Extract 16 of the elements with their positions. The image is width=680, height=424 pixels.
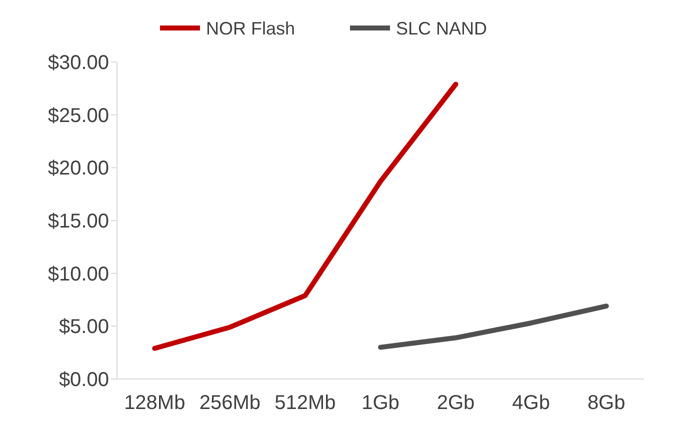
y-tick-label: $10.00 — [48, 263, 109, 286]
legend-label: SLC NAND — [396, 18, 488, 38]
x-tick-label: 2Gb — [436, 392, 475, 414]
y-tick-label: $20.00 — [48, 158, 109, 180]
y-tick-label: $5.00 — [58, 316, 109, 338]
x-tick-label: 8Gb — [587, 392, 626, 414]
y-tick-label: $15.00 — [48, 210, 109, 232]
x-tick-label: 256Mb — [199, 392, 261, 414]
x-tick-label: 1Gb — [362, 392, 400, 414]
x-tick-label: 4Gb — [512, 392, 550, 414]
y-tick-label: $0.00 — [58, 369, 109, 391]
x-tick-label: 512Mb — [274, 392, 336, 414]
x-tick-label: 128Mb — [124, 392, 186, 414]
legend-label: NOR Flash — [206, 18, 296, 38]
y-tick-label: $25.00 — [48, 104, 109, 127]
y-tick-label: $30.00 — [48, 52, 109, 74]
